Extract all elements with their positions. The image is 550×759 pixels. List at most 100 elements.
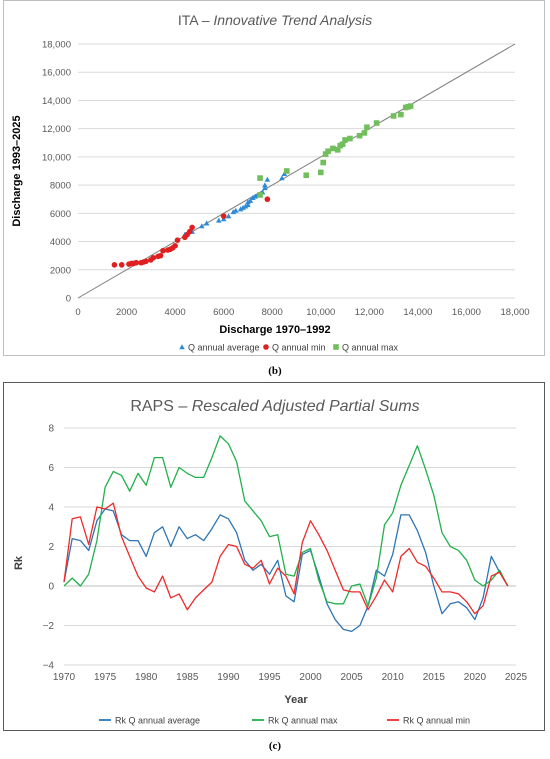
ita-data-point <box>330 145 336 152</box>
ita-data-point <box>405 103 411 110</box>
ita-x-tick-label: 18,000 <box>500 307 529 318</box>
ita-data-point <box>225 213 232 219</box>
ita-data-point <box>257 175 263 181</box>
ita-data-point <box>334 147 341 153</box>
ita-data-point <box>160 247 166 254</box>
ita-data-point <box>143 258 149 265</box>
raps-x-tick-label: 2025 <box>505 672 528 683</box>
ita-legend-label: Q annual average <box>188 343 260 353</box>
ita-data-point <box>279 175 285 181</box>
ita-data-point <box>189 224 195 231</box>
ita-data-point <box>250 195 256 201</box>
ita-data-point <box>252 193 259 199</box>
raps-y-tick-label: −2 <box>43 621 55 632</box>
ita-data-point <box>390 113 397 119</box>
ita-legend-label: Q annual max <box>342 343 399 353</box>
ita-data-point <box>240 204 246 210</box>
ita-x-tick-label: 8000 <box>262 307 283 318</box>
ita-data-point <box>317 169 324 176</box>
ita-data-point <box>233 207 239 213</box>
ita-data-point <box>242 203 249 209</box>
raps-x-axis-label: Year <box>284 694 308 706</box>
ita-y-tick-label: 10,000 <box>42 152 71 163</box>
raps-x-tick-label: 2015 <box>423 672 446 683</box>
ita-x-tick-label: 0 <box>75 307 80 318</box>
ita-x-axis-label: Discharge 1970–1992 <box>219 324 330 336</box>
ita-data-point <box>339 141 346 147</box>
raps-x-tick-label: 1995 <box>258 672 281 683</box>
ita-data-point <box>364 124 370 131</box>
raps-chart: RAPS – Rescaled Adjusted Partial Sums −4… <box>13 398 528 726</box>
panel-b-caption: (b) <box>268 365 282 377</box>
ita-data-point <box>245 202 251 208</box>
ita-y-tick-label: 6000 <box>50 209 71 220</box>
raps-title-italic: Rescaled Adjusted Partial Sums <box>192 398 420 415</box>
ita-data-point <box>150 254 157 261</box>
raps-legend-label: Rk Q annual max <box>268 716 338 726</box>
ita-y-tick-label: 18,000 <box>42 40 71 51</box>
panel-c-caption: (c) <box>268 740 282 752</box>
ita-data-point <box>262 182 268 188</box>
ita-x-tick-label: 4000 <box>165 307 186 318</box>
ita-y-tick-label: 2000 <box>50 265 71 276</box>
raps-y-tick-label: 4 <box>48 503 54 514</box>
ita-y-tick-label: 8000 <box>50 181 71 192</box>
ita-data-point <box>325 148 331 155</box>
ita-data-point <box>264 196 271 203</box>
raps-x-tick-label: 2005 <box>341 672 364 683</box>
ita-data-point <box>118 262 125 268</box>
ita-title: ITA – Innovative Trend Analysis <box>178 12 372 28</box>
ita-data-point <box>262 185 268 191</box>
raps-x-tick-label: 1980 <box>135 672 158 683</box>
ita-data-point <box>303 172 310 179</box>
ita-legend-marker <box>333 344 339 350</box>
raps-y-tick-label: 2 <box>48 542 54 553</box>
ita-data-point <box>199 223 205 229</box>
raps-x-tick-label: 2020 <box>464 672 487 683</box>
ita-data-point <box>361 130 368 136</box>
raps-title: RAPS – Rescaled Adjusted Partial Sums <box>130 398 419 415</box>
raps-x-tick-label: 1985 <box>176 672 199 683</box>
ita-data-point <box>247 197 254 203</box>
ita-title-italic: Innovative Trend Analysis <box>213 12 372 28</box>
ita-chart: ITA – Innovative Trend Analysis 0 2000 400… <box>11 12 530 353</box>
ita-x-tick-label: 14,000 <box>403 307 432 318</box>
raps-x-tick-label: 2010 <box>382 672 405 683</box>
raps-title-prefix: RAPS – <box>130 398 191 415</box>
raps-x-tick-label: 1975 <box>94 672 117 683</box>
raps-legend-label: Rk Q annual min <box>403 716 470 726</box>
ita-y-tick-label: 0 <box>66 294 71 305</box>
raps-y-tick-label: −4 <box>43 661 55 672</box>
ita-data-point <box>133 259 140 266</box>
ita-x-tick-label: 12,000 <box>355 307 384 318</box>
ita-data-point <box>322 151 329 157</box>
ita-x-tick-label: 10,000 <box>306 307 335 318</box>
ita-data-point <box>245 199 251 205</box>
ita-y-axis-label: Discharge 1993–2025 <box>11 115 23 226</box>
ita-data-point <box>264 176 271 182</box>
ita-data-point <box>220 213 227 219</box>
ita-data-point <box>283 168 290 174</box>
ita-x-tick-label: 6000 <box>213 307 234 318</box>
ita-data-point <box>174 237 181 243</box>
raps-chart-panel: RAPS – Rescaled Adjusted Partial Sums −4… <box>3 382 545 731</box>
ita-title-prefix: ITA – <box>178 12 214 28</box>
ita-legend-marker <box>179 344 185 350</box>
ita-data-point <box>111 262 118 268</box>
ita-y-tick-label: 14,000 <box>42 96 71 107</box>
ita-data-point <box>373 120 380 126</box>
ita-data-point <box>237 206 244 212</box>
ita-chart-panel: ITA – Innovative Trend Analysis 0 2000 400… <box>3 0 545 356</box>
ita-data-point <box>186 228 193 235</box>
ita-x-tick-label: 16,000 <box>452 307 481 318</box>
raps-x-tick-label: 1990 <box>217 672 240 683</box>
ita-legend-marker <box>263 344 269 350</box>
ita-y-tick-label: 16,000 <box>42 68 71 79</box>
raps-series-line <box>63 508 509 633</box>
ita-data-point <box>342 137 348 143</box>
ita-data-point <box>347 135 353 142</box>
ita-data-point <box>356 132 363 139</box>
ita-data-point <box>216 217 222 223</box>
raps-legend: Rk Q annual average Rk Q annual max Rk Q a… <box>99 716 470 726</box>
ita-y-tick-label: 4000 <box>50 237 71 248</box>
